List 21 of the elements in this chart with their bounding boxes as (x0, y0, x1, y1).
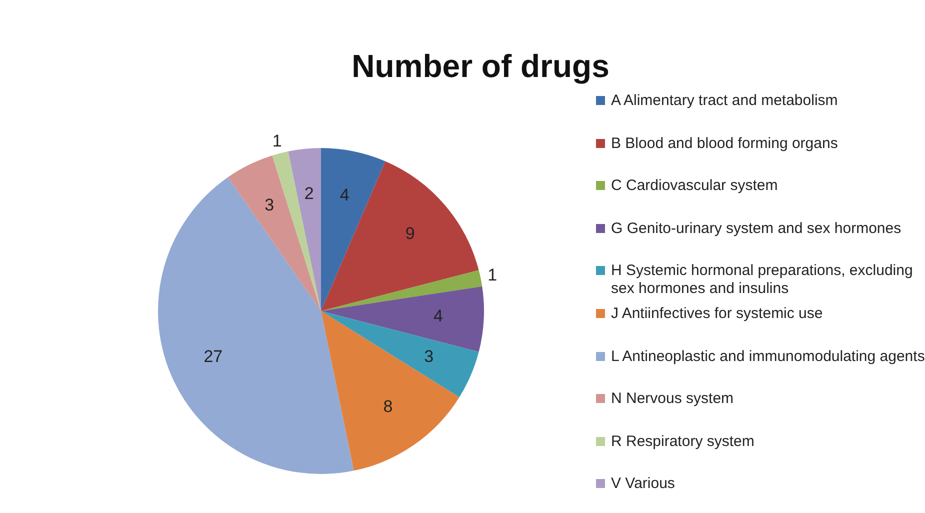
data-label: 8 (383, 397, 393, 416)
data-label: 27 (204, 346, 223, 366)
data-label: 3 (264, 195, 274, 214)
legend-label: A Alimentary tract and metabolism (611, 92, 839, 110)
legend-label: H Systemic hormonal preparations, excluding sex hormones and insulins (611, 262, 914, 298)
data-label: 1 (488, 265, 498, 284)
data-label: 1 (272, 131, 282, 150)
legend-label: B Blood and blood forming organs (611, 134, 839, 153)
chart-title: Number of drugs (350, 48, 610, 85)
legend-label: R Respiratory system (611, 432, 756, 451)
data-label: 4 (340, 186, 350, 205)
data-label: 3 (424, 346, 434, 366)
legend-label: N Nervous system (611, 390, 735, 408)
legend-label: G Genito-urinary system and sex hormones (611, 220, 902, 238)
legend-label: V Various (611, 475, 676, 494)
data-label: 4 (433, 306, 443, 326)
data-label: 9 (405, 224, 415, 244)
legend-label: J Antiinfectives for systemic use (611, 305, 824, 323)
data-label: 2 (304, 184, 314, 203)
legend-label: C Cardiovascular system (611, 177, 779, 196)
legend-label: L Antineoplastic and immunomodulating agents (611, 348, 925, 366)
